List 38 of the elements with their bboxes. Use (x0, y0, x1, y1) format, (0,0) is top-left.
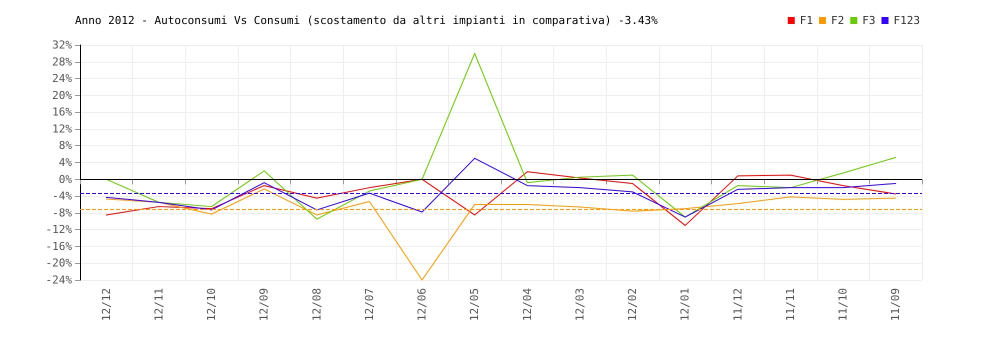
x-tick-label: 12/08 (310, 288, 324, 322)
x-tick-label: 12/06 (416, 288, 429, 322)
y-tick-label: 12% (52, 122, 72, 136)
chart-title: Anno 2012 - Autoconsumi Vs Consumi (scostamento da altri impianti in comparativa) -3.43% (75, 14, 658, 27)
y-tick-label: -4% (52, 190, 72, 203)
y-tick-label: 8% (58, 139, 72, 152)
x-tick-label: 12/03 (573, 288, 586, 322)
y-tick-label: 20% (52, 88, 72, 102)
y-tick-label: -8% (52, 206, 72, 220)
legend-label: F123 (894, 14, 920, 27)
x-tick-label: 12/12 (100, 288, 113, 322)
y-tick-label: 16% (52, 106, 72, 119)
legend-label: F3 (862, 14, 876, 27)
x-tick-label: 12/11 (152, 288, 166, 322)
x-tick-label: 11/11 (784, 288, 797, 322)
y-tick-label: 0% (58, 172, 72, 186)
x-tick-label: 12/01 (678, 288, 692, 322)
y-tick-label: -16% (46, 240, 72, 253)
legend-label: F1 (800, 14, 814, 27)
y-tick-label: -12% (46, 223, 72, 236)
y-tick-label: -24% (46, 274, 72, 286)
x-tick-label: 11/10 (836, 288, 850, 322)
y-tick-label: 4% (58, 156, 72, 169)
legend-label: F2 (831, 14, 844, 27)
x-tick-label: 12/09 (258, 288, 271, 322)
x-tick-label: 11/09 (889, 288, 902, 322)
y-tick-label: -20% (46, 256, 72, 270)
x-tick-label: 12/07 (362, 288, 376, 322)
x-tick-label: 12/02 (626, 288, 640, 322)
line-series (106, 52, 896, 220)
y-tick-label: 28% (52, 55, 72, 68)
x-tick-label: 12/04 (520, 288, 534, 322)
x-tick-label: 11/12 (731, 288, 744, 322)
x-tick-label: 12/10 (205, 288, 218, 322)
y-tick-label: 24% (52, 72, 72, 86)
line-series (106, 171, 896, 226)
x-tick-label: 12/05 (468, 288, 482, 322)
y-tick-label: 32% (52, 38, 72, 52)
